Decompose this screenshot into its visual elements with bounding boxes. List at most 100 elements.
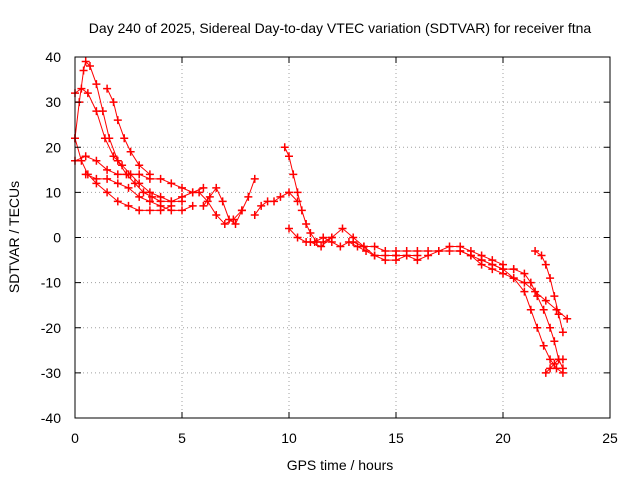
data-point <box>178 183 186 192</box>
data-point <box>550 337 559 346</box>
data-point <box>477 256 486 265</box>
data-point <box>546 355 555 364</box>
tick-labels: 0 5 10 15 20 25 -40 -30 -20 -10 0 10 20 30 40 <box>41 49 618 446</box>
y-tick-label: -40 <box>41 410 61 426</box>
data-point <box>124 170 133 179</box>
y-tick-label: -10 <box>41 275 61 291</box>
grid <box>75 57 610 418</box>
data-point <box>250 210 259 219</box>
series-track-6 <box>103 84 154 179</box>
data-point <box>195 188 204 197</box>
data-point <box>156 174 165 183</box>
data-point <box>203 197 212 206</box>
data-point <box>178 197 186 206</box>
x-axis-label: GPS time / hours <box>287 457 394 473</box>
data-point <box>250 174 259 183</box>
data-point <box>103 188 112 197</box>
y-axis-label: SDTVAR / TECUs <box>6 181 22 293</box>
data-point <box>546 364 555 373</box>
data-point <box>550 292 559 301</box>
y-tick-label: 20 <box>45 139 61 155</box>
data-point <box>81 170 90 179</box>
series-track-4 <box>71 152 197 197</box>
data-point <box>212 183 221 192</box>
data-point <box>156 201 165 210</box>
data-point <box>113 116 122 125</box>
data-point <box>103 174 112 183</box>
data-point <box>563 314 572 323</box>
data-point <box>289 170 298 179</box>
data-point <box>306 228 315 237</box>
data-point <box>237 206 246 215</box>
data-point <box>509 274 518 283</box>
data-point <box>520 287 529 296</box>
data-point <box>79 66 88 75</box>
data-point <box>145 188 154 197</box>
data-point <box>212 210 221 219</box>
data-point <box>466 251 475 260</box>
data-series <box>71 57 572 377</box>
data-point <box>81 152 90 161</box>
data-point <box>370 251 379 260</box>
x-tick-label: 20 <box>495 430 511 446</box>
series-track-7 <box>199 174 259 228</box>
data-point <box>231 219 240 228</box>
data-point <box>145 197 154 206</box>
data-point <box>199 183 208 192</box>
data-point <box>520 269 529 278</box>
data-point <box>293 188 302 197</box>
data-point <box>118 161 127 170</box>
series-track-19 <box>541 355 567 377</box>
data-point <box>113 170 122 179</box>
data-point <box>220 219 229 228</box>
series-track-8 <box>195 188 246 228</box>
y-tick-label: 30 <box>45 94 61 110</box>
data-point <box>338 224 347 233</box>
data-point <box>124 201 133 210</box>
data-point <box>92 174 101 183</box>
data-point <box>285 224 293 233</box>
data-point <box>188 201 197 210</box>
data-point <box>83 89 92 98</box>
data-point <box>135 192 144 201</box>
data-point <box>244 192 253 201</box>
data-point <box>456 247 465 256</box>
data-point <box>392 251 400 260</box>
data-point <box>336 242 345 251</box>
data-point <box>103 165 112 174</box>
data-point <box>293 233 302 242</box>
data-point <box>205 192 214 201</box>
data-point <box>92 156 101 165</box>
data-point <box>145 206 154 215</box>
series-trace <box>460 250 568 320</box>
data-point <box>109 152 118 161</box>
data-point <box>145 170 154 179</box>
data-point <box>92 80 101 89</box>
series-trace <box>513 268 564 369</box>
data-point <box>526 305 535 314</box>
data-point <box>319 233 328 242</box>
data-point <box>488 260 497 269</box>
data-point <box>85 62 94 71</box>
data-point <box>381 247 390 256</box>
data-point <box>109 98 118 107</box>
y-tick-label: -30 <box>41 365 61 381</box>
series-track-9 <box>250 188 302 219</box>
data-point <box>554 310 563 319</box>
data-point <box>302 219 311 228</box>
data-point <box>317 242 326 251</box>
data-point <box>135 206 144 215</box>
data-point <box>135 179 144 188</box>
data-point <box>558 328 567 337</box>
data-point <box>539 305 548 314</box>
data-point <box>126 147 135 156</box>
data-point <box>381 256 390 265</box>
x-tick-label: 5 <box>178 430 186 446</box>
data-point <box>541 368 550 377</box>
data-point <box>349 238 358 247</box>
series-trace <box>534 250 564 333</box>
data-point <box>550 359 559 368</box>
data-point <box>167 206 176 215</box>
series-trace <box>198 192 243 225</box>
